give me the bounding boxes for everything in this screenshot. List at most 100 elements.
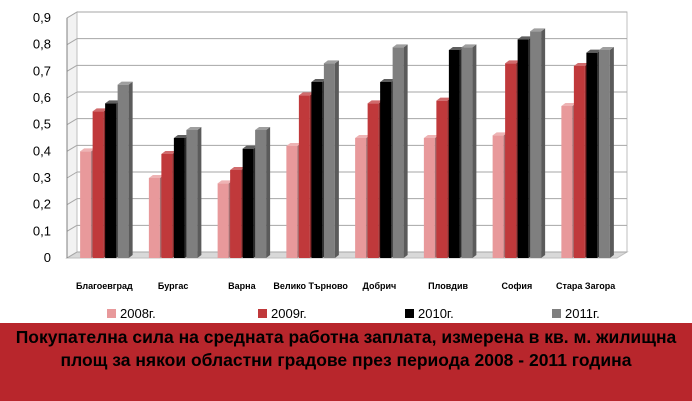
bar-top <box>492 132 508 136</box>
chart-side-wall <box>66 11 78 259</box>
bar <box>173 138 185 258</box>
bar <box>448 50 460 258</box>
bar-top <box>505 60 521 64</box>
bar-top <box>355 135 371 138</box>
bar-side <box>128 81 133 259</box>
bar-top <box>286 143 302 146</box>
bar <box>598 50 610 258</box>
bar-top <box>117 81 133 85</box>
bar-top <box>380 79 396 82</box>
bar <box>423 138 435 258</box>
bar-top <box>242 145 258 149</box>
bar <box>148 178 160 258</box>
legend-entry: 2009г. <box>271 306 307 321</box>
bar-top <box>105 100 121 104</box>
y-tick-label: 0,5 <box>33 117 51 132</box>
chart-caption: Покупателна сила на средната работна зап… <box>0 323 692 401</box>
bar-side <box>266 127 271 258</box>
bar-side <box>197 127 202 258</box>
bar <box>530 31 542 259</box>
legend-entry: 2011г. <box>565 306 600 321</box>
x-category-label: Велико Търново <box>273 281 348 291</box>
gridline-side <box>66 64 78 72</box>
gridline-side <box>66 224 78 232</box>
legend-entry: 2008г. <box>120 306 156 321</box>
bar <box>230 170 242 258</box>
bar-top <box>573 63 589 66</box>
gridline-side <box>66 91 78 99</box>
x-category-label: София <box>502 281 533 291</box>
legend-swatch <box>107 309 116 318</box>
bar-top <box>448 47 464 50</box>
bar-top <box>92 108 108 112</box>
bar <box>573 66 585 258</box>
bar-side <box>403 44 408 259</box>
gridline-side <box>66 118 78 126</box>
bar-side <box>609 47 614 258</box>
bar <box>80 151 92 258</box>
bar-top <box>530 28 546 32</box>
bar <box>311 82 323 258</box>
bar-top <box>298 92 314 96</box>
x-category-label: Варна <box>228 281 256 291</box>
bar-top <box>161 151 177 154</box>
gridline-side <box>66 144 78 152</box>
bar <box>380 82 392 258</box>
bar-top <box>423 135 439 138</box>
y-tick-label: 0,1 <box>33 223 51 238</box>
bar <box>105 103 117 258</box>
y-tick-label: 0,3 <box>33 170 51 185</box>
bar <box>517 39 529 259</box>
bar <box>161 154 173 258</box>
y-tick-label: 0,9 <box>33 10 51 25</box>
bar-top <box>311 79 327 82</box>
y-tick-label: 0 <box>44 250 51 265</box>
bar-top <box>517 36 533 40</box>
bar <box>492 135 504 258</box>
bar <box>242 148 254 258</box>
x-category-label: Стара Загора <box>556 281 616 291</box>
bar-top <box>598 47 614 50</box>
gridline-side <box>66 171 78 179</box>
bar-top <box>392 44 408 48</box>
y-tick-label: 0,2 <box>33 197 51 212</box>
bar <box>586 52 598 258</box>
bar <box>505 63 517 259</box>
bar-top <box>186 127 202 130</box>
bar-side <box>541 28 546 259</box>
bar-side <box>334 60 339 259</box>
gridline-side <box>66 38 78 46</box>
bar <box>392 47 404 259</box>
gridline-side <box>66 251 78 259</box>
bar-side <box>472 44 477 259</box>
bar-chart: 0 0,1 0,2 0,3 0,4 0,5 0,6 0,7 0,8 0,9 Благоевград Б… <box>33 10 629 321</box>
y-tick-label: 0,7 <box>33 63 51 78</box>
bar-top <box>80 148 96 152</box>
gridline-side <box>66 198 78 206</box>
bar <box>323 63 335 259</box>
legend-entry: 2010г. <box>418 306 454 321</box>
bar-top <box>561 103 577 106</box>
bar-top <box>148 175 164 178</box>
bar <box>436 100 448 259</box>
bar <box>367 103 379 258</box>
bar <box>286 146 298 258</box>
bar <box>298 95 310 258</box>
bar-top <box>586 49 602 53</box>
bar-top <box>436 97 452 101</box>
legend-swatch <box>552 309 561 318</box>
y-tick-label: 0,8 <box>33 37 51 52</box>
y-tick-label: 0,6 <box>33 90 51 105</box>
bar-top <box>217 180 233 184</box>
gridline-side <box>66 11 78 19</box>
bar <box>186 130 198 258</box>
bar-top <box>323 60 339 64</box>
bar-top <box>367 100 383 104</box>
legend-swatch <box>258 309 267 318</box>
bar-top <box>173 135 189 138</box>
x-category-label: Благоевград <box>76 281 133 291</box>
chart-canvas: 0 0,1 0,2 0,3 0,4 0,5 0,6 0,7 0,8 0,9 Благоевград Б… <box>33 10 629 321</box>
x-category-label: Добрич <box>362 281 396 291</box>
bar <box>117 84 129 259</box>
bar <box>92 111 104 258</box>
